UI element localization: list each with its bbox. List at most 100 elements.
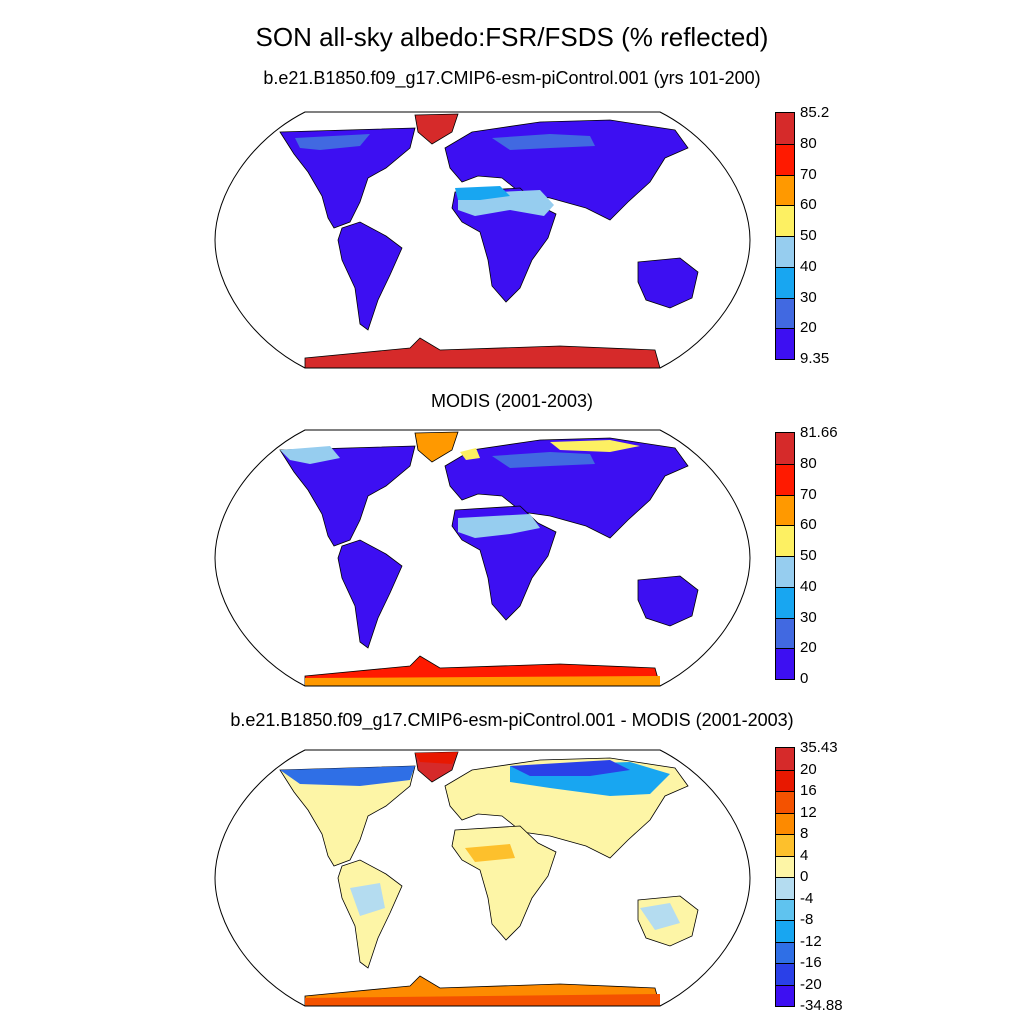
map-model-albedo bbox=[214, 111, 751, 369]
colorbar-box bbox=[776, 236, 794, 267]
colorbar-box bbox=[776, 769, 794, 791]
colorbar-label: 20 bbox=[800, 760, 817, 778]
continent-samerica bbox=[337, 539, 403, 649]
colorbar-box bbox=[776, 791, 794, 813]
colorbar-box bbox=[776, 963, 794, 985]
colorbar-label: 40 bbox=[800, 257, 817, 275]
figure-title: SON all-sky albedo:FSR/FSDS (% reflected… bbox=[255, 22, 769, 52]
data-region bbox=[305, 676, 660, 686]
colorbar-label: 81.66 bbox=[800, 424, 838, 441]
continent-samerica bbox=[337, 859, 403, 969]
colorbar-label: 20 bbox=[800, 639, 817, 657]
data-region bbox=[640, 903, 680, 930]
data-region bbox=[415, 752, 458, 764]
colorbar-box bbox=[776, 586, 794, 618]
data-region bbox=[492, 452, 595, 468]
colorbar-box bbox=[776, 877, 794, 899]
colorbar-box bbox=[776, 266, 794, 298]
colorbar-label: -34.88 bbox=[800, 997, 843, 1014]
colorbar-box bbox=[776, 812, 794, 834]
colorbar-box bbox=[776, 941, 794, 963]
continent-samerica bbox=[337, 221, 403, 331]
colorbar-box bbox=[776, 433, 794, 464]
colorbar-box bbox=[776, 494, 794, 526]
map-outline bbox=[214, 429, 751, 687]
continent-australia bbox=[637, 575, 699, 627]
colorbar-label: 40 bbox=[800, 577, 817, 595]
colorbar-label: 70 bbox=[800, 485, 817, 503]
colorbar-label: 9.35 bbox=[800, 350, 830, 367]
colorbar-label: 8 bbox=[800, 825, 809, 842]
continent-antarctica bbox=[304, 337, 661, 368]
colorbar-box bbox=[776, 834, 794, 856]
colorbar-box bbox=[776, 463, 794, 495]
colorbar-box bbox=[776, 113, 794, 144]
data-region bbox=[510, 760, 630, 776]
colorbar-box bbox=[776, 648, 794, 679]
colorbar-label: 80 bbox=[800, 454, 817, 472]
colorbar-model bbox=[775, 112, 795, 360]
data-region bbox=[455, 186, 510, 200]
colorbar-box bbox=[776, 143, 794, 175]
data-region bbox=[350, 883, 385, 916]
colorbar-label: 12 bbox=[800, 803, 817, 821]
colorbar-label: 0 bbox=[800, 670, 809, 687]
colorbar-label: 60 bbox=[800, 196, 817, 214]
data-region bbox=[295, 134, 370, 150]
continent-namerica bbox=[279, 765, 416, 867]
data-region bbox=[550, 440, 640, 452]
continent-australia bbox=[637, 257, 699, 309]
colorbar-label: 60 bbox=[800, 516, 817, 534]
data-region bbox=[460, 448, 480, 460]
colorbar-box bbox=[776, 898, 794, 920]
colorbar-label: 20 bbox=[800, 319, 817, 337]
colorbar-difference bbox=[775, 747, 795, 1007]
continent-namerica bbox=[279, 445, 416, 547]
data-region bbox=[280, 766, 415, 786]
colorbar-box bbox=[776, 920, 794, 942]
colorbar-label: 35.43 bbox=[800, 739, 838, 756]
map-difference-albedo bbox=[214, 749, 751, 1007]
colorbar-label: 80 bbox=[800, 134, 817, 152]
map-outline bbox=[214, 111, 751, 369]
colorbar-label: -4 bbox=[800, 889, 814, 907]
colorbar-box bbox=[776, 174, 794, 206]
map-modis-albedo bbox=[214, 429, 751, 687]
colorbar-box bbox=[776, 984, 794, 1006]
continent-greenland bbox=[414, 113, 459, 145]
colorbar-box bbox=[776, 556, 794, 587]
colorbar-label: 4 bbox=[800, 846, 809, 864]
continent-africa bbox=[451, 825, 557, 941]
panel-2-title: MODIS (2001-2003) bbox=[430, 391, 594, 411]
colorbar-label: 50 bbox=[800, 227, 817, 244]
colorbar-box bbox=[776, 525, 794, 556]
colorbar-box bbox=[776, 205, 794, 236]
data-region bbox=[492, 134, 595, 150]
data-region bbox=[305, 994, 660, 1006]
colorbar-modis bbox=[775, 432, 795, 680]
colorbar-label: 16 bbox=[800, 782, 817, 799]
data-region bbox=[465, 844, 515, 862]
colorbar-label: -8 bbox=[800, 911, 814, 928]
colorbar-label: 0 bbox=[800, 868, 809, 885]
data-region bbox=[458, 514, 540, 538]
colorbar-label: 30 bbox=[800, 608, 817, 626]
colorbar-label: 30 bbox=[800, 288, 817, 306]
panel-1-title: b.e21.B1850.f09_g17.CMIP6-esm-piControl.… bbox=[263, 68, 761, 88]
colorbar-box bbox=[776, 617, 794, 649]
colorbar-box bbox=[776, 297, 794, 329]
colorbar-box bbox=[776, 328, 794, 359]
continent-greenland bbox=[414, 431, 459, 463]
colorbar-label: -20 bbox=[800, 975, 822, 993]
colorbar-label: 50 bbox=[800, 547, 817, 564]
colorbar-label: -16 bbox=[800, 954, 822, 971]
colorbar-label: -12 bbox=[800, 932, 822, 950]
continent-namerica bbox=[279, 127, 416, 229]
colorbar-box bbox=[776, 748, 794, 770]
colorbar-box bbox=[776, 855, 794, 877]
colorbar-label: 70 bbox=[800, 165, 817, 183]
panel-3-title: b.e21.B1850.f09_g17.CMIP6-esm-piControl.… bbox=[230, 710, 794, 730]
colorbar-label: 85.2 bbox=[800, 104, 830, 121]
data-region bbox=[280, 446, 340, 464]
map-outline bbox=[214, 749, 751, 1007]
